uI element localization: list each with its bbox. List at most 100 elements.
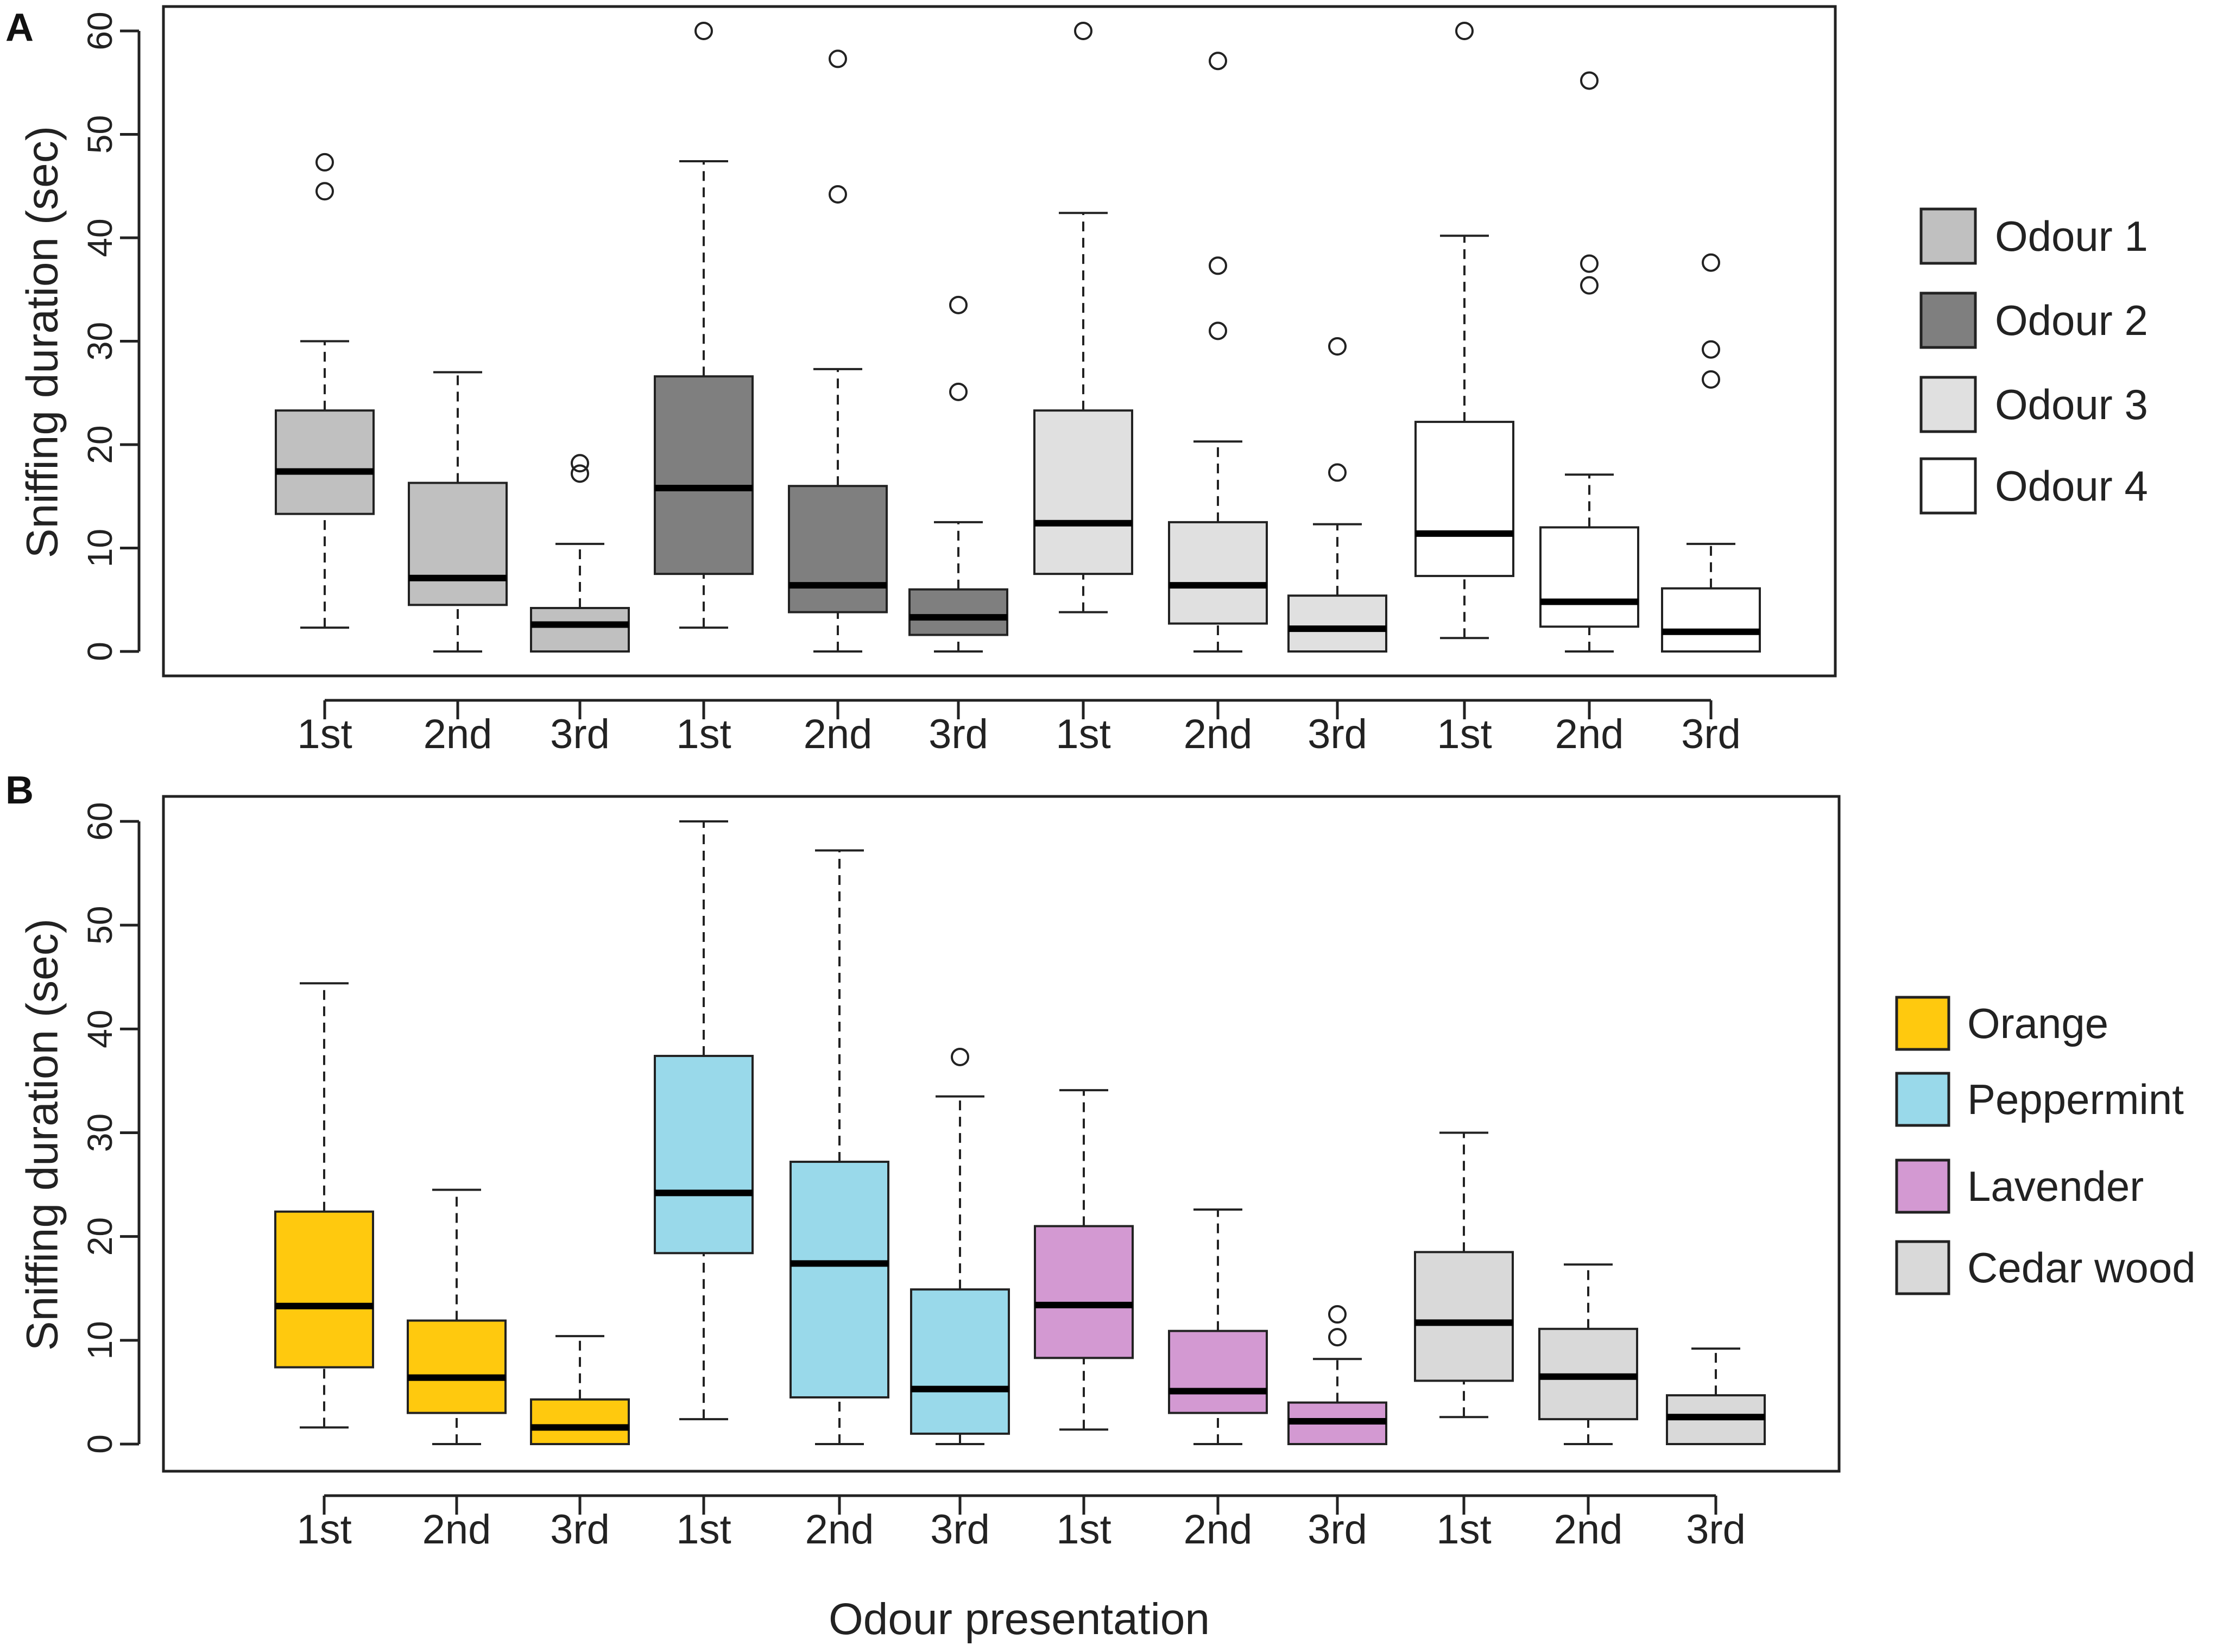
legend-label: Odour 1 xyxy=(1995,212,2148,260)
box-iqr xyxy=(1414,1251,1514,1382)
box-iqr xyxy=(275,409,375,515)
y-tick-label: 50 xyxy=(80,115,119,154)
outlier-point xyxy=(829,49,847,68)
legend-swatch xyxy=(1919,207,1977,265)
box-odour-1-third xyxy=(530,454,630,653)
y-tick-label: 10 xyxy=(80,529,119,567)
x-tick-label-third: 3rd xyxy=(1686,1507,1746,1553)
x-tick-label-first: 1st xyxy=(676,1507,731,1553)
outlier-point xyxy=(1702,340,1720,359)
outlier-point xyxy=(949,382,968,401)
box-iqr xyxy=(530,1398,630,1446)
outlier-point xyxy=(1455,22,1474,40)
box-iqr xyxy=(789,1161,889,1398)
y-tick-label: 0 xyxy=(80,1434,119,1454)
box-peppermint-second xyxy=(789,849,889,1445)
legend-swatch xyxy=(1895,996,1950,1051)
outlier-point xyxy=(1209,256,1227,275)
legend-swatch xyxy=(1919,292,1977,349)
outlier-point xyxy=(1328,463,1347,482)
box-odour-2-third xyxy=(908,295,1008,653)
box-iqr xyxy=(1539,526,1639,628)
y-axis-title: Sniffing duration (sec) xyxy=(18,919,67,1351)
box-odour-2-second xyxy=(788,49,888,653)
y-tick-label: 40 xyxy=(80,1010,119,1048)
x-tick-label-second: 2nd xyxy=(805,1507,874,1553)
box-iqr xyxy=(274,1210,374,1369)
box-iqr xyxy=(408,482,508,606)
legend-label: Peppermint xyxy=(1967,1075,2184,1123)
outlier-point xyxy=(1580,71,1599,90)
box-lavender-third xyxy=(1287,1305,1387,1446)
box-odour-1-second xyxy=(408,371,508,653)
x-tick-label-first: 1st xyxy=(676,711,731,757)
outlier-point xyxy=(1580,254,1599,273)
x-tick-label-second: 2nd xyxy=(804,711,873,757)
x-tick-label-third: 3rd xyxy=(550,1507,610,1553)
box-cedar-wood-third xyxy=(1666,1347,1766,1445)
box-odour-1-first xyxy=(275,153,375,629)
x-tick-label-third: 3rd xyxy=(929,711,988,757)
box-iqr xyxy=(788,485,888,613)
x-tick-label-second: 2nd xyxy=(1554,1507,1623,1553)
x-axis-title: Odour presentation xyxy=(829,1594,1210,1644)
box-iqr xyxy=(1287,594,1387,653)
outlier-point xyxy=(1702,253,1720,272)
box-odour-2-first xyxy=(654,22,754,629)
outlier-point xyxy=(1702,370,1720,389)
x-tick-label-third: 3rd xyxy=(1308,1507,1367,1553)
plot-frame xyxy=(162,795,1841,1473)
box-iqr xyxy=(1168,521,1268,625)
box-iqr xyxy=(1033,409,1133,575)
outlier-point xyxy=(1328,1328,1347,1347)
y-tick-label: 20 xyxy=(80,425,119,464)
plot-frame xyxy=(162,5,1837,678)
box-odour-3-third xyxy=(1287,337,1387,653)
x-tick-label-second: 2nd xyxy=(422,1507,491,1553)
x-tick-label-first: 1st xyxy=(1437,711,1492,757)
legend-swatch xyxy=(1895,1159,1950,1214)
y-tick-label: 60 xyxy=(80,802,119,840)
y-tick-label: 10 xyxy=(80,1321,119,1359)
legend: Odour 1 Odour 2 Odour 3 Odour 4 xyxy=(1919,207,2148,515)
y-tick-label: 50 xyxy=(80,906,119,945)
panel-label: B xyxy=(5,769,34,812)
box-peppermint-third xyxy=(910,1047,1010,1445)
outlier-point xyxy=(1074,22,1092,40)
legend-swatch xyxy=(1895,1072,1950,1127)
y-tick-label: 60 xyxy=(80,11,119,50)
box-iqr xyxy=(654,375,754,575)
outlier-point xyxy=(694,22,713,40)
y-tick-label: 40 xyxy=(80,218,119,257)
box-iqr xyxy=(407,1319,507,1414)
legend-swatch xyxy=(1919,376,1977,433)
outlier-point xyxy=(1209,52,1227,71)
box-cedar-wood-first xyxy=(1414,1131,1514,1419)
x-tick-label-first: 1st xyxy=(1056,1507,1111,1553)
y-axis-title: Sniffing duration (sec) xyxy=(18,126,67,558)
legend-label: Odour 3 xyxy=(1995,381,2148,428)
x-tick-label-third: 3rd xyxy=(1681,711,1741,757)
box-odour-4-third xyxy=(1661,253,1761,653)
box-orange-first xyxy=(274,982,374,1429)
box-odour-3-second xyxy=(1168,52,1268,653)
box-iqr xyxy=(1168,1330,1268,1414)
box-lavender-second xyxy=(1168,1208,1268,1445)
legend: Orange Peppermint Lavender Cedar wood xyxy=(1895,996,2196,1295)
x-tick-label-third: 3rd xyxy=(930,1507,990,1553)
y-tick-label: 20 xyxy=(80,1217,119,1256)
box-odour-4-first xyxy=(1414,22,1514,640)
box-orange-third xyxy=(530,1335,630,1446)
legend-label: Odour 4 xyxy=(1995,462,2148,510)
legend-label: Lavender xyxy=(1967,1162,2144,1210)
box-peppermint-first xyxy=(654,820,754,1421)
x-tick-label-second: 2nd xyxy=(1184,1507,1253,1553)
box-iqr xyxy=(1414,421,1514,577)
legend-label: Odour 2 xyxy=(1995,296,2148,344)
x-tick-label-first: 1st xyxy=(297,711,352,757)
x-tick-label-first: 1st xyxy=(1056,711,1110,757)
box-lavender-first xyxy=(1034,1089,1134,1431)
outlier-point xyxy=(1580,276,1599,295)
panel-a: A 0 10 20 30 40 50 60 Sniffing duration (sec) 1st… xyxy=(5,5,2148,757)
outlier-point xyxy=(1209,321,1227,340)
